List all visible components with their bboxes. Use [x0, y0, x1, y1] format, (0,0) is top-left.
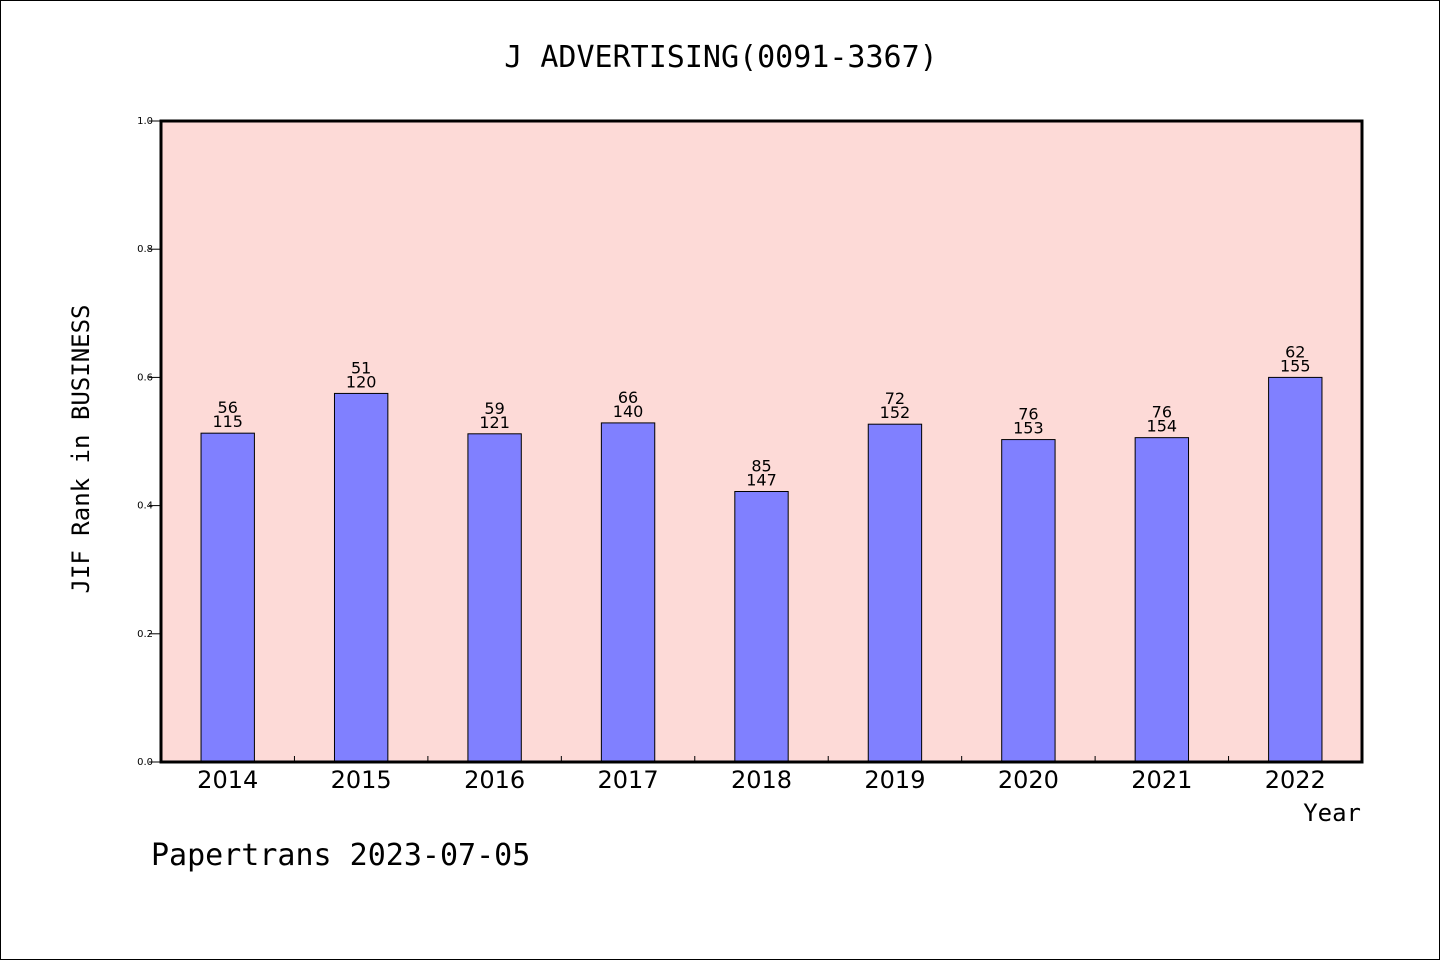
bar-total-label: 154 — [1147, 417, 1178, 436]
x-axis-label: Year — [1303, 799, 1361, 827]
bar — [467, 433, 522, 763]
bar-rank-label: 59 — [484, 399, 504, 418]
bar-total-label: 121 — [479, 413, 510, 432]
bar-rank-label: 66 — [618, 388, 638, 407]
x-tick-label: 2019 — [864, 766, 925, 794]
y-tick-label: 0.0 — [137, 757, 153, 768]
y-tick-label: 0.6 — [137, 372, 153, 383]
bar-rank-label: 56 — [218, 398, 238, 417]
y-tick-label: 1.0 — [137, 116, 153, 127]
bar-rank-label: 51 — [351, 358, 371, 377]
bar — [1268, 376, 1323, 763]
bar-rank-label: 72 — [885, 389, 905, 408]
x-tick-label: 2021 — [1131, 766, 1192, 794]
bar — [1134, 437, 1190, 763]
x-tick-label: 2016 — [464, 766, 525, 794]
x-tick-label: 2018 — [731, 766, 792, 794]
x-tick-label: 2015 — [331, 766, 392, 794]
bar-total-label: 120 — [346, 372, 377, 391]
x-tick-label: 2017 — [598, 766, 659, 794]
y-tick-label: 0.8 — [137, 244, 153, 255]
plot-border — [159, 119, 1364, 764]
x-axis: 2014 2015 2016 2017 2018 2019 2020 2021 2022 — [197, 756, 1326, 794]
bar-total-label: 155 — [1280, 356, 1311, 375]
bar-total-label: 152 — [880, 403, 911, 422]
bar — [600, 422, 656, 763]
y-tick-label: 0.2 — [137, 629, 153, 640]
bar-rank-label: 76 — [1152, 403, 1172, 422]
bar-rank-label: 85 — [751, 456, 771, 475]
bar-total-label: 153 — [1013, 419, 1044, 438]
bar-total-label: 140 — [613, 402, 644, 421]
x-tick-label: 2020 — [998, 766, 1059, 794]
x-tick-label: 2014 — [197, 766, 258, 794]
bar — [734, 490, 789, 763]
bar — [200, 432, 255, 763]
bar-rank-label: 76 — [1018, 405, 1038, 424]
bar-rank-label: 62 — [1285, 342, 1305, 361]
bar — [867, 423, 923, 763]
footer-watermark: Papertrans 2023-07-05 — [151, 838, 530, 873]
y-axis: 0.0 0.2 0.4 0.6 0.8 1.0 — [137, 116, 161, 768]
y-tick-label: 0.4 — [137, 501, 153, 512]
y-axis-label: JIF Rank in BUSINESS — [67, 305, 95, 594]
bar — [333, 392, 389, 763]
bar-total-label: 115 — [212, 412, 243, 431]
x-tick-label: 2022 — [1265, 766, 1326, 794]
bar — [1001, 439, 1056, 763]
chart-title: J ADVERTISING(0091-3367) — [504, 40, 937, 75]
bar-total-label: 147 — [746, 470, 777, 489]
